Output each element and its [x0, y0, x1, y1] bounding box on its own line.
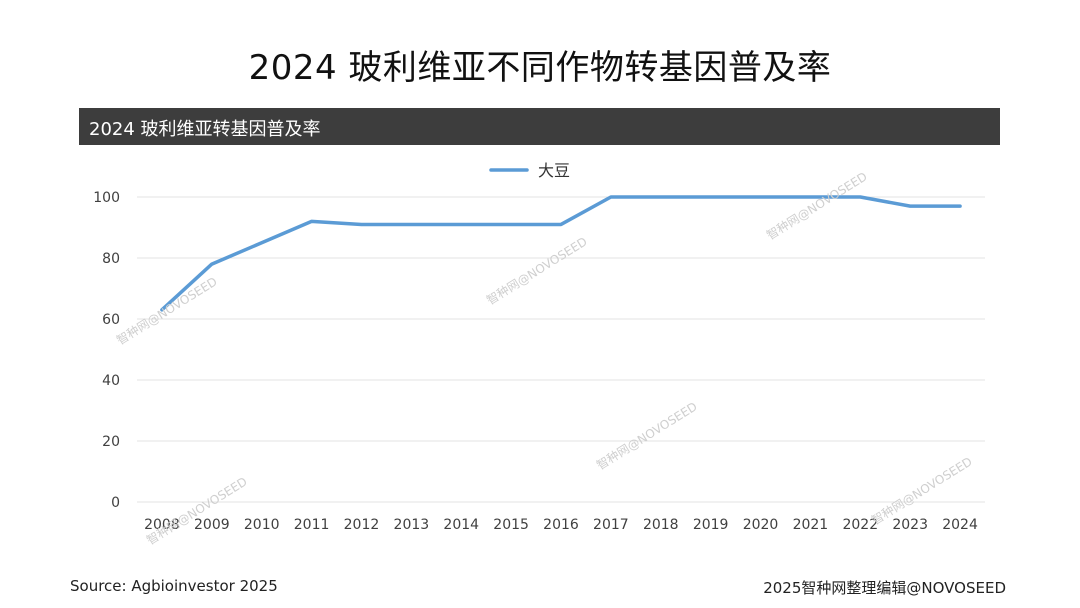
watermark-text: 智种网@NOVOSEED — [764, 169, 870, 243]
x-tick-label: 2015 — [493, 517, 529, 533]
watermark-text: 智种网@NOVOSEED — [144, 474, 250, 548]
x-tick-label: 2018 — [643, 517, 679, 533]
watermark-text: 智种网@NOVOSEED — [114, 274, 220, 348]
x-tick-label: 2008 — [144, 517, 180, 533]
x-tick-label: 2013 — [394, 517, 430, 533]
y-tick-label: 80 — [102, 251, 120, 267]
x-tick-label: 2012 — [344, 517, 380, 533]
credit-note: 2025智种网整理编辑@NOVOSEED — [763, 579, 1006, 597]
chart-title-band: 2024 玻利维亚转基因普及率 — [79, 108, 1000, 145]
watermark-text: 智种网@NOVOSEED — [594, 399, 700, 473]
x-tick-label: 2011 — [294, 517, 330, 533]
x-tick-label: 2023 — [892, 517, 928, 533]
x-tick-label: 2009 — [194, 517, 230, 533]
x-tick-label: 2022 — [842, 517, 878, 533]
x-tick-label: 2024 — [942, 517, 978, 533]
y-tick-label: 60 — [102, 312, 120, 328]
legend-label: 大豆 — [538, 161, 570, 180]
series-line-soybean — [160, 195, 962, 312]
watermark-text: 智种网@NOVOSEED — [484, 234, 590, 308]
x-tick-label: 2014 — [443, 517, 479, 533]
x-tick-label: 2019 — [693, 517, 729, 533]
x-tick-label: 2010 — [244, 517, 280, 533]
y-tick-label: 100 — [93, 190, 120, 206]
x-tick-label: 2020 — [743, 517, 779, 533]
source-note: Source: Agbioinvestor 2025 — [70, 577, 278, 595]
y-tick-label: 0 — [111, 495, 120, 511]
x-tick-label: 2017 — [593, 517, 629, 533]
y-tick-label: 40 — [102, 373, 120, 389]
chart-title: 2024 玻利维亚转基因普及率 — [89, 119, 321, 140]
x-tick-label: 2016 — [543, 517, 579, 533]
x-tick-label: 2021 — [793, 517, 829, 533]
y-tick-label: 20 — [102, 434, 120, 450]
page-title: 2024 玻利维亚不同作物转基因普及率 — [248, 48, 832, 88]
